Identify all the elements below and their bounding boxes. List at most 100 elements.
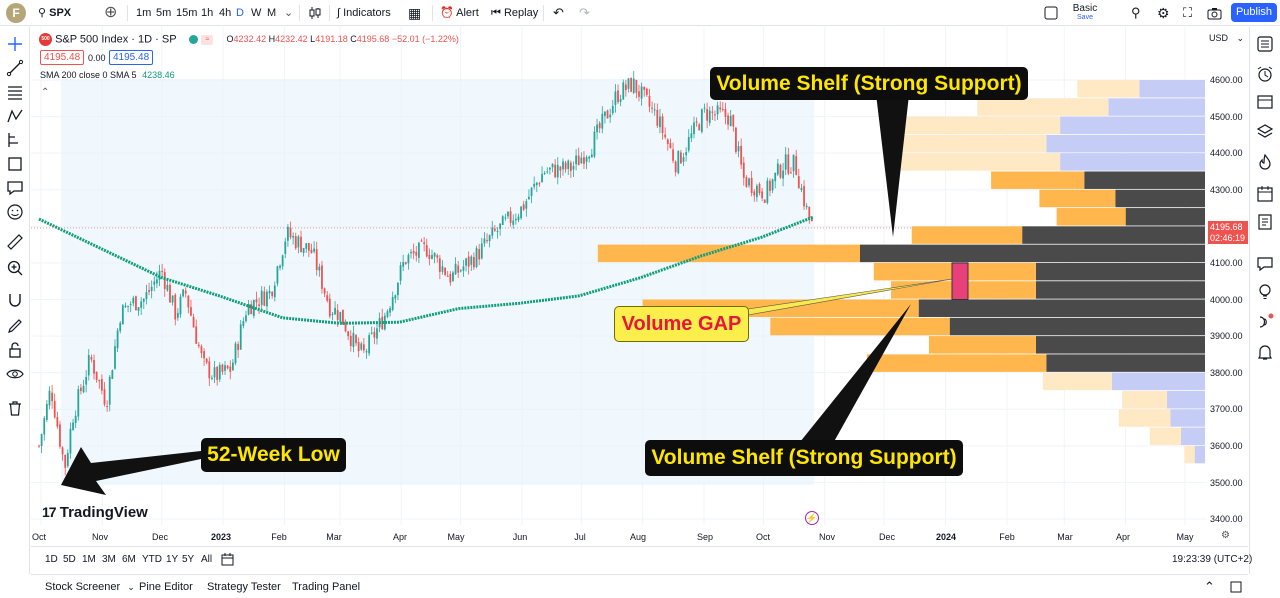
candle-body — [156, 279, 158, 284]
annotation-52-week-low[interactable]: 52-Week Low — [201, 438, 346, 472]
tab-trading-panel[interactable]: Trading Panel — [292, 581, 361, 593]
crosshair-icon[interactable] — [6, 35, 24, 53]
interval-m[interactable]: M — [267, 7, 277, 19]
fullscreen-toggle-icon[interactable] — [1044, 0, 1058, 26]
notifications-bell-icon[interactable] — [1256, 343, 1274, 361]
news-icon[interactable] — [1256, 213, 1274, 231]
camera-icon[interactable] — [1207, 0, 1222, 26]
candle-body — [682, 157, 685, 162]
annotation-volume-gap[interactable]: Volume GAP — [614, 306, 749, 342]
replay-icon: ⏮ — [491, 7, 501, 19]
eye-icon[interactable] — [6, 365, 24, 383]
range-all[interactable]: All — [201, 554, 213, 565]
chart-area[interactable]: 500 S&P 500 Index · 1D · SP ≈ O4232.42 H… — [31, 27, 1248, 546]
chevron-up-icon[interactable]: ⌃ — [1204, 579, 1215, 594]
fib-retracement-icon[interactable] — [6, 83, 24, 101]
range-1y[interactable]: 1Y — [166, 554, 179, 565]
range-1d[interactable]: 1D — [45, 554, 58, 565]
currency-selector[interactable]: USD ⌄ — [1209, 33, 1244, 44]
interval-1m[interactable]: 1m — [136, 7, 152, 19]
tab-stock-screener[interactable]: Stock Screener ⌄ — [45, 575, 135, 598]
tab-pine-editor[interactable]: Pine Editor — [139, 581, 193, 593]
trash-icon[interactable] — [6, 399, 24, 417]
go-to-date-calendar-icon[interactable] — [221, 547, 234, 572]
tab-strategy-tester[interactable]: Strategy Tester — [207, 581, 281, 593]
events-lightning-icon[interactable]: ⚡ — [805, 511, 819, 525]
expand-icon[interactable]: ⛶ — [1183, 5, 1193, 20]
forecast-icon[interactable] — [6, 131, 24, 149]
layouts-grid-icon[interactable]: ▦ — [408, 5, 422, 21]
chart-type-icon[interactable] — [308, 0, 322, 26]
user-avatar[interactable]: F — [6, 3, 26, 23]
zoom-in-icon[interactable] — [6, 259, 24, 277]
quick-search-icon[interactable]: ⚲ — [1131, 5, 1141, 20]
interval-4h[interactable]: 4h — [219, 7, 232, 19]
range-6m[interactable]: 6M — [122, 554, 136, 565]
lock-icon[interactable] — [6, 341, 24, 359]
candle-body — [344, 324, 347, 332]
candle-body — [493, 228, 496, 231]
watchlist-icon[interactable] — [1256, 35, 1274, 53]
interval-d[interactable]: D — [236, 7, 244, 19]
axis-settings-icon[interactable]: ⚙ — [1221, 530, 1230, 541]
candle-body — [648, 95, 651, 107]
volume-profile-down-bar — [1022, 226, 1205, 244]
publish-button[interactable]: Publish — [1231, 3, 1277, 22]
sell-price-box[interactable]: 4195.48 — [40, 50, 85, 65]
buy-price-box[interactable]: 4195.48 — [109, 50, 154, 65]
ideas-bulb-icon[interactable] — [1256, 283, 1274, 301]
annotation-volume-shelf-bottom[interactable]: Volume Shelf (Strong Support) — [645, 440, 963, 476]
alarm-clock-icon[interactable] — [1256, 65, 1274, 83]
replay-label: Replay — [503, 7, 539, 19]
interval-w[interactable]: W — [251, 7, 262, 19]
range-5d[interactable]: 5D — [63, 554, 76, 565]
candle-body — [624, 84, 627, 91]
maximize-panel-icon[interactable] — [1230, 575, 1242, 598]
clock-timezone[interactable]: 19:23:39 (UTC+2) — [1172, 554, 1253, 565]
undo-icon[interactable]: ↶ — [553, 5, 564, 20]
redo-icon[interactable]: ↷ — [579, 5, 590, 20]
layers-icon[interactable] — [1256, 123, 1274, 141]
calendar-icon[interactable] — [1256, 185, 1274, 203]
magnet-icon[interactable] — [6, 291, 24, 309]
price-axis-label: 3400.00 — [1210, 514, 1243, 525]
indicators-button[interactable]: ∫ Indicators — [337, 0, 391, 26]
alert-button[interactable]: ⏰ Alert — [440, 0, 479, 26]
trend-line-icon[interactable] — [6, 59, 24, 77]
pattern-icon[interactable] — [6, 107, 24, 125]
range-1m[interactable]: 1M — [82, 554, 96, 565]
annotation-volume-shelf-top[interactable]: Volume Shelf (Strong Support) — [710, 67, 1028, 100]
shape-icon[interactable] — [6, 155, 24, 173]
symbol-search[interactable]: ⚲ SPX — [38, 0, 71, 26]
ruler-icon[interactable] — [6, 233, 24, 251]
interval-5m[interactable]: 5m — [156, 7, 172, 19]
candle-body — [520, 206, 522, 219]
time-axis-label: 2023 — [210, 532, 232, 542]
range-3m[interactable]: 3M — [102, 554, 116, 565]
sma-indicator-legend[interactable]: SMA 200 close 0 SMA 5 4238.46 — [40, 70, 175, 80]
range-ytd[interactable]: YTD — [142, 554, 162, 565]
candle-body — [446, 275, 449, 277]
candle-body — [132, 297, 135, 304]
replay-button[interactable]: ⏮ Replay — [491, 0, 538, 26]
candle-body — [255, 299, 258, 303]
layout-save-button[interactable]: Basic Save — [1070, 3, 1100, 22]
candle-body — [200, 346, 203, 354]
gear-icon[interactable]: ⚙ — [1157, 5, 1170, 21]
compare-symbol-icon[interactable]: ⊕ — [104, 4, 118, 21]
data-window-icon[interactable] — [1256, 93, 1274, 111]
range-5y[interactable]: 5Y — [182, 554, 195, 565]
streams-icon[interactable] — [1256, 313, 1274, 331]
candle-body — [585, 157, 588, 162]
annotation-icon[interactable] — [6, 179, 24, 197]
interval-1h[interactable]: 1h — [201, 7, 214, 19]
chat-icon[interactable] — [1256, 255, 1274, 273]
interval-15m[interactable]: 15m — [176, 7, 198, 19]
emoji-icon[interactable] — [6, 203, 24, 221]
lock-drawing-icon[interactable] — [6, 317, 24, 335]
collapse-legend-icon[interactable]: ⌃ — [41, 87, 50, 98]
time-axis-label: May — [447, 532, 465, 542]
hotlist-flame-icon[interactable] — [1256, 153, 1274, 171]
chevron-down-icon[interactable]: ⌄ — [284, 7, 294, 19]
symbol-title[interactable]: S&P 500 Index · 1D · SP — [55, 33, 177, 46]
